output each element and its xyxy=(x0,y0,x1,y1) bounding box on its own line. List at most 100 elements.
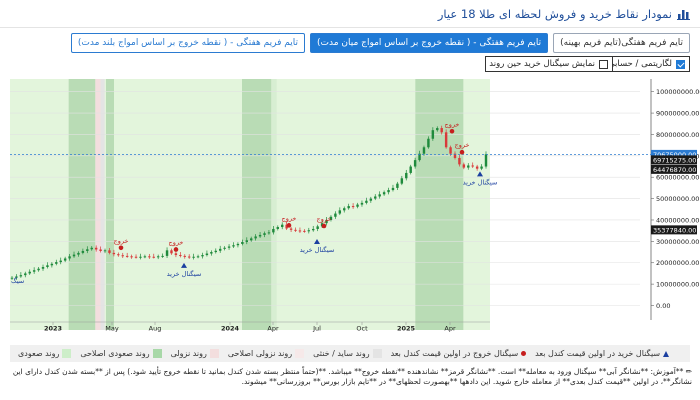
legend-swatch xyxy=(62,349,72,358)
y-tick-label: 20000000.00 xyxy=(656,259,699,267)
buy-signal-marker xyxy=(477,171,483,177)
candle xyxy=(475,166,479,169)
legend-item: سیگنال خرید در اولین قیمت کندل بعد xyxy=(535,349,670,358)
candle xyxy=(329,216,333,220)
scale-toggle-checkbox[interactable] xyxy=(676,59,685,69)
tab-optimal-timeframe[interactable]: تایم فریم هفتگی(تایم فریم بهینه) xyxy=(553,33,690,53)
candle xyxy=(267,232,271,234)
candle xyxy=(387,190,390,193)
candle xyxy=(19,275,23,277)
candle xyxy=(143,256,147,258)
candle xyxy=(187,256,191,258)
exit-signal-label: خروج xyxy=(114,237,129,245)
candle xyxy=(196,256,200,258)
candle xyxy=(440,128,443,133)
x-tick-label: May xyxy=(105,325,119,333)
y-tick-label: 80000000.00 xyxy=(656,131,699,139)
candle xyxy=(32,270,36,272)
candle xyxy=(223,247,226,249)
tab-mid-term-exit[interactable]: تایم فریم هفتگی - ( نقطه خروج بر اساس ام… xyxy=(310,33,549,53)
x-tick-label: Aug xyxy=(149,325,162,333)
candle xyxy=(449,147,452,154)
candle xyxy=(68,256,71,259)
legend-label: روند صعودی اصلاحی xyxy=(80,349,150,358)
candle xyxy=(480,166,483,169)
legend-label: روند نزولی اصلاحی xyxy=(227,349,293,358)
legend-swatch xyxy=(372,349,382,358)
timeframe-tabs: تایم فریم هفتگی - ( نقطه خروج بر اساس ام… xyxy=(70,33,690,53)
y-tick-label: 10000000.00 xyxy=(656,281,699,289)
legend-item: روند نزولی xyxy=(171,349,219,358)
buy-signal-label: سیگنال خرید xyxy=(167,270,202,278)
buy-signal-label: سیگنال خرید xyxy=(463,178,498,186)
y-tick-label: 110000000.00 xyxy=(656,74,700,75)
candle xyxy=(15,276,18,278)
x-tick-label: Oct xyxy=(356,325,368,333)
candle xyxy=(179,255,182,257)
candle xyxy=(338,210,342,214)
scale-toggle-label: لگاریتمی / حسابی xyxy=(607,59,672,69)
x-tick-label: Apr xyxy=(267,325,279,333)
tab-long-term-exit[interactable]: تایم فریم هفتگی - ( نقطه خروج بر اساس ام… xyxy=(70,33,306,53)
legend-item: سیگنال خروج در اولین قیمت کندل بعد xyxy=(391,349,527,358)
exit-signal-dot xyxy=(286,223,292,228)
exit-signal-dot xyxy=(173,247,179,252)
candle xyxy=(307,230,311,232)
price-chart[interactable]: 110000000.00 100000000.00 90000000.00 80000… xyxy=(0,74,700,336)
candle xyxy=(214,250,217,253)
show-signals-checkbox[interactable] xyxy=(599,59,608,69)
candle xyxy=(422,147,426,154)
candle xyxy=(139,256,142,258)
candle xyxy=(121,255,124,257)
candle xyxy=(467,165,470,168)
candle xyxy=(183,255,186,257)
buy-signal-marker xyxy=(314,238,320,244)
legend-swatch xyxy=(295,349,305,358)
price-badge-label: 64476870.00 xyxy=(653,166,696,174)
candle xyxy=(72,254,76,257)
candle xyxy=(46,265,49,268)
x-tick-label: 2024 xyxy=(221,325,240,333)
legend-item: روند صعودی xyxy=(18,349,72,358)
exit-dot-icon xyxy=(521,351,527,356)
candle xyxy=(99,249,102,251)
candle xyxy=(249,238,253,241)
scale-toggle[interactable]: لگاریتمی / حسابی xyxy=(603,56,690,72)
candle xyxy=(272,228,275,233)
candle xyxy=(108,250,111,253)
candle xyxy=(77,252,80,255)
trend-region xyxy=(95,79,101,330)
legend-item: روند ساید / خنثی xyxy=(313,349,382,358)
candle xyxy=(112,252,116,255)
candle xyxy=(63,258,67,261)
candle xyxy=(130,256,133,258)
price-badge xyxy=(651,155,697,165)
candle xyxy=(453,153,457,158)
candle xyxy=(134,256,138,258)
show-signals-toggle[interactable]: نمایش سیگنال خرید حین روند xyxy=(485,56,613,72)
y-tick-label: 60000000.00 xyxy=(656,174,699,182)
candle xyxy=(258,234,262,237)
candle xyxy=(28,271,31,274)
candle xyxy=(289,228,293,230)
header-divider xyxy=(0,27,700,28)
legend-label: سیگنال خرید در اولین قیمت کندل بعد xyxy=(535,349,661,358)
candle xyxy=(458,157,461,165)
y-tick-label: 100000000.00 xyxy=(656,88,700,96)
trend-region xyxy=(271,79,277,330)
candle xyxy=(227,246,231,248)
legend-label: روند نزولی xyxy=(170,349,207,358)
x-tick-label: 2023 xyxy=(44,325,62,333)
help-note-text: **آموزش: **نشانگر آبی** سیگنال ورود به م… xyxy=(12,367,692,386)
candle xyxy=(316,226,319,229)
buy-triangle-icon xyxy=(663,350,670,357)
candle xyxy=(334,213,337,217)
candle xyxy=(294,229,297,231)
exit-signal-label: خروج xyxy=(455,141,470,149)
candle xyxy=(241,242,244,244)
exit-signal-dot xyxy=(321,223,327,229)
x-tick-label: Apr xyxy=(444,325,456,333)
bar-chart-icon xyxy=(677,10,690,20)
candle xyxy=(94,247,98,250)
candle xyxy=(382,192,386,195)
